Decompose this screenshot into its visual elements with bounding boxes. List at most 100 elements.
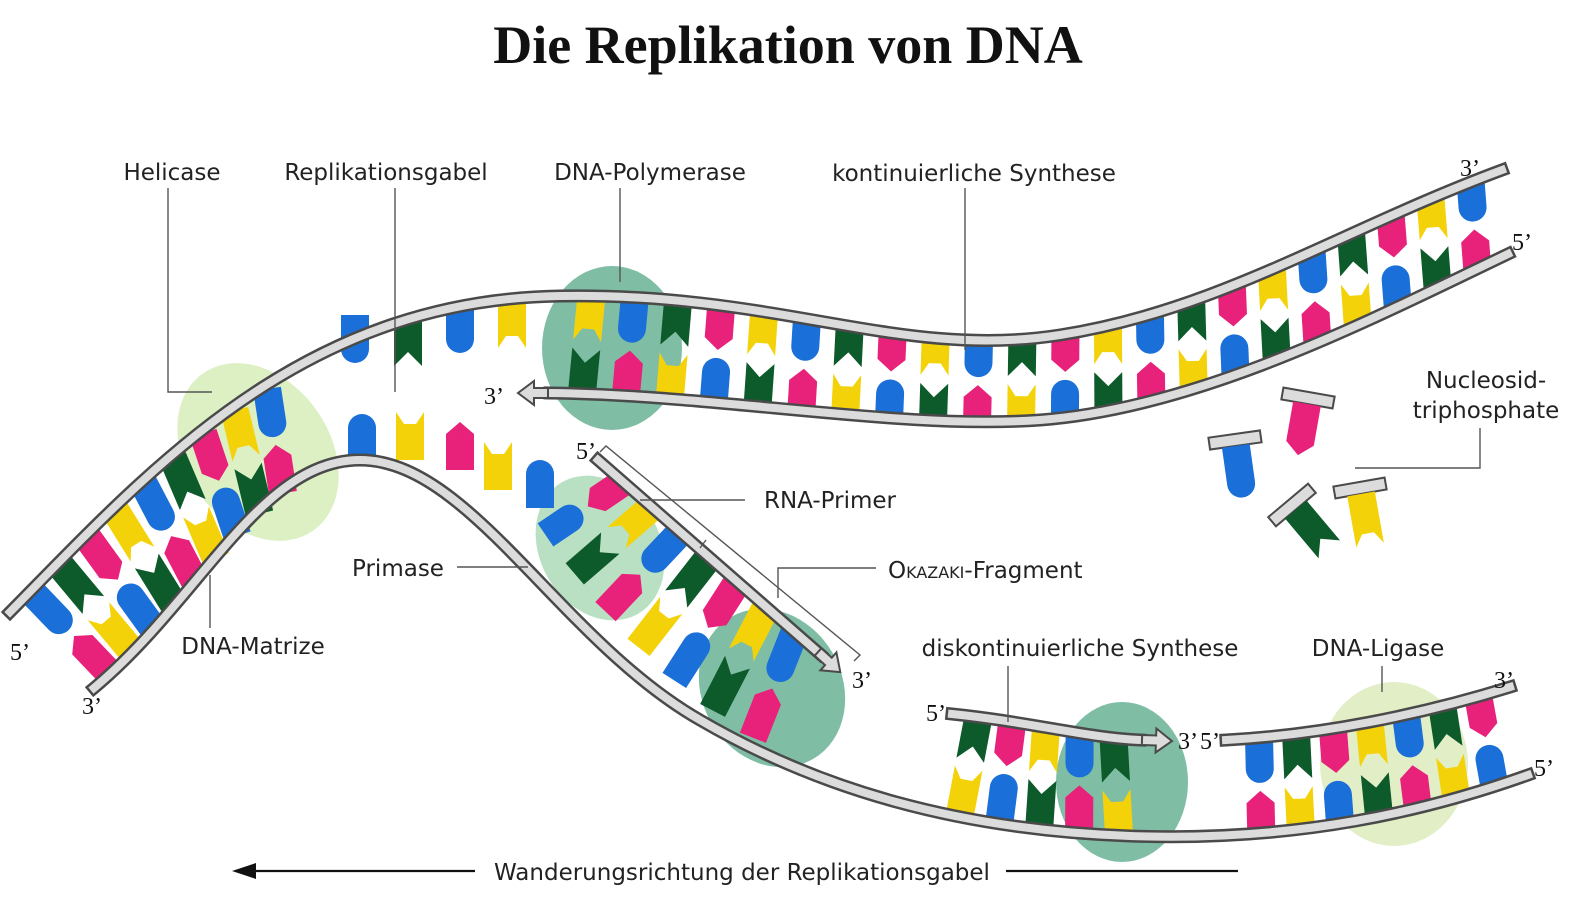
lag1-pair-base-4a bbox=[1099, 737, 1130, 783]
end-top-right-5: 5’ bbox=[1512, 230, 1532, 256]
page-title: Die Replikation von DNA bbox=[493, 15, 1083, 75]
leading-pair-base-12b bbox=[1094, 372, 1123, 411]
fork-base-8 bbox=[484, 442, 512, 490]
lag2-pair-base-3a-shape bbox=[1355, 720, 1388, 768]
okazaki-leader bbox=[777, 567, 876, 598]
left-pair-base-6a-shape bbox=[189, 428, 229, 481]
leading-pair-base-7a-shape bbox=[877, 332, 907, 372]
leading-pair-base-16a bbox=[1257, 268, 1289, 312]
leading-pair-base-10b bbox=[1007, 383, 1036, 422]
strand-leading bbox=[545, 248, 1514, 426]
lag2-pair-base-4b bbox=[1400, 765, 1432, 810]
lag2-pair-base-6b-shape bbox=[1475, 744, 1509, 789]
label-helicase: Helicase bbox=[123, 160, 220, 186]
leading-pair-base-14b-shape bbox=[1178, 348, 1208, 390]
end-okazaki-5: 5’ bbox=[576, 439, 596, 465]
leading-pair-base-15a bbox=[1217, 285, 1247, 327]
leader-lines bbox=[167, 188, 1481, 722]
strand-lagging-2 bbox=[1221, 681, 1516, 745]
lag1-pair-base-3b-shape bbox=[1065, 785, 1094, 830]
okazaki-bracket-tick bbox=[699, 539, 707, 549]
fork-base-9 bbox=[526, 460, 554, 508]
leading-pair-base-3b bbox=[699, 357, 731, 404]
leading-pair-base-9a-shape bbox=[964, 340, 993, 378]
leading-pair-base-13b bbox=[1136, 361, 1166, 402]
lag2-pair-base-1b bbox=[1284, 786, 1315, 833]
lag2-pair-base-1a-shape bbox=[1282, 733, 1313, 780]
leading-pair-base-13a-shape bbox=[1135, 314, 1165, 354]
fork-base-6-shape bbox=[396, 412, 424, 460]
left-pair-base-8a-shape bbox=[253, 386, 287, 438]
label-continuous-synthesis: kontinuierliche Synthese bbox=[832, 161, 1116, 187]
free-nucleotide-yellow-base bbox=[1347, 491, 1384, 548]
lag1-pair-base-0b-shape bbox=[946, 765, 983, 814]
lag1-pair-base-0a bbox=[956, 714, 993, 763]
leading-pair-base-9b bbox=[963, 385, 992, 423]
free-nucleotide-blue bbox=[1207, 429, 1263, 498]
label-primase: Primase bbox=[352, 556, 444, 582]
lag2-pair-base-0b-shape bbox=[1246, 790, 1276, 837]
okazaki-pair-base-5a bbox=[728, 600, 779, 662]
lag2-pair-base-5b-shape bbox=[1436, 753, 1471, 800]
lag2-pair-base-2a bbox=[1318, 727, 1350, 773]
free-nucleotide-pink-base-shape bbox=[1286, 401, 1321, 456]
lag1-pair-base-4b bbox=[1102, 789, 1133, 835]
end-lagging2-5: 5’ bbox=[1200, 729, 1220, 755]
leading-pair-base-4a bbox=[747, 310, 779, 357]
fork-base-7-shape bbox=[446, 422, 474, 470]
leading-synthesis-arrow bbox=[516, 379, 549, 407]
leading-pair-base-4a-shape bbox=[747, 310, 779, 357]
leading-pair-base-10a-shape bbox=[1007, 339, 1037, 377]
lag2-pair-base-4b-shape bbox=[1400, 765, 1432, 810]
okazaki-suffix: -Fragment bbox=[964, 558, 1082, 584]
leading-pair-base-2b-shape bbox=[655, 352, 688, 400]
lag1-pair-base-2a-shape bbox=[1028, 726, 1060, 773]
leading-pair-base-12b-shape bbox=[1094, 372, 1123, 411]
free-nucleotide-yellow-base-shape bbox=[1347, 491, 1384, 548]
lag1-pair-base-4a-shape bbox=[1099, 737, 1130, 783]
okazaki-pair-base-1b-shape bbox=[565, 532, 620, 585]
okazaki-pair-base-3b bbox=[627, 596, 683, 656]
leading-pair-base-1b-shape bbox=[611, 350, 643, 398]
leading-pair-base-3a-shape bbox=[704, 304, 736, 350]
lag1-pair-base-0b bbox=[946, 765, 983, 814]
okazaki-bracket bbox=[599, 445, 862, 662]
okazaki-pair-base-2b bbox=[595, 573, 643, 622]
fork-base-7 bbox=[446, 422, 474, 470]
leading-pair-base-15b bbox=[1220, 334, 1250, 376]
okazaki-pair-base-3b-shape bbox=[627, 596, 683, 656]
lag1-pair-base-2b bbox=[1025, 779, 1057, 826]
leading-pair-base-4b-shape bbox=[743, 362, 775, 408]
leading-pair-base-9b-shape bbox=[963, 385, 992, 423]
left-pair-base-7a bbox=[220, 407, 260, 462]
fork-base-2 bbox=[394, 318, 422, 366]
lag1-pair-base-1a-shape bbox=[994, 720, 1027, 767]
okazaki-smallcaps: Okazaki bbox=[888, 558, 964, 584]
strand-okazaki bbox=[592, 454, 826, 660]
left-pair-base-5a bbox=[159, 452, 206, 511]
left-pair-base-3a bbox=[103, 502, 155, 562]
leading-pair-base-13b-shape bbox=[1136, 361, 1166, 402]
left-pair-base-4a-shape bbox=[131, 476, 175, 531]
left-pair-base-0a bbox=[22, 583, 73, 635]
okazaki-synthesis-arrow bbox=[813, 646, 842, 674]
fork-base-2-shape bbox=[394, 318, 422, 366]
free-nucleotide-blue-base bbox=[1221, 443, 1256, 498]
okazaki-pair-base-4b-shape bbox=[662, 632, 711, 688]
lag2-pair-base-2b bbox=[1323, 780, 1355, 827]
lag1-pair-base-1b-shape bbox=[986, 774, 1018, 821]
label-dna-ligase: DNA-Ligase bbox=[1312, 636, 1444, 662]
lag1-pair-base-4b-shape bbox=[1102, 789, 1133, 835]
strand-lagging-1 bbox=[947, 709, 1145, 745]
leading-pair-base-0b bbox=[567, 347, 601, 396]
direction-arrow bbox=[232, 863, 1238, 879]
left-pair-base-7a-shape bbox=[220, 407, 260, 462]
leading-pair-base-2b bbox=[655, 352, 688, 400]
lag2-pair-base-3b bbox=[1360, 772, 1394, 819]
leading-pair-base-3a bbox=[704, 304, 736, 350]
left-pair-base-1b bbox=[87, 602, 143, 661]
left-pair-base-8a bbox=[253, 386, 287, 438]
label-okazaki-fragment: Okazaki-Fragment bbox=[888, 558, 1083, 584]
lag2-pair-base-5a-shape bbox=[1428, 703, 1463, 750]
